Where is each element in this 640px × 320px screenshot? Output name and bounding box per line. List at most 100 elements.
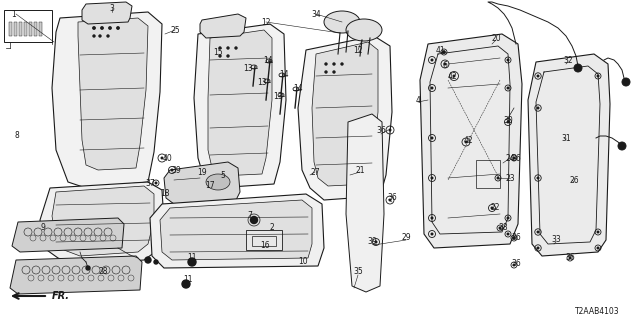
Text: 14: 14: [263, 55, 273, 65]
Text: 2: 2: [269, 223, 275, 233]
Polygon shape: [78, 18, 148, 170]
Circle shape: [219, 55, 221, 57]
Ellipse shape: [346, 19, 382, 41]
Polygon shape: [420, 34, 522, 248]
Circle shape: [86, 266, 90, 270]
Text: 32: 32: [563, 55, 573, 65]
Circle shape: [341, 63, 343, 65]
Circle shape: [156, 182, 157, 184]
Circle shape: [145, 257, 151, 263]
Circle shape: [389, 129, 391, 131]
Circle shape: [597, 75, 599, 77]
Circle shape: [431, 217, 433, 219]
Text: 7: 7: [248, 211, 252, 220]
Text: 36: 36: [387, 194, 397, 203]
Polygon shape: [52, 186, 154, 256]
Text: 36: 36: [376, 125, 386, 134]
Bar: [9, 22, 12, 36]
Circle shape: [219, 47, 221, 49]
Circle shape: [172, 169, 173, 171]
Text: 6: 6: [443, 60, 447, 69]
Circle shape: [508, 87, 509, 89]
Text: 33: 33: [551, 236, 561, 244]
Text: 14: 14: [293, 84, 303, 92]
Circle shape: [117, 27, 119, 29]
Text: 11: 11: [183, 276, 193, 284]
Text: 37: 37: [145, 179, 155, 188]
Text: 4: 4: [415, 95, 420, 105]
Ellipse shape: [574, 64, 582, 72]
Polygon shape: [10, 256, 142, 294]
Bar: [39, 22, 42, 36]
Circle shape: [227, 47, 229, 49]
Circle shape: [453, 75, 455, 77]
Ellipse shape: [618, 142, 626, 150]
Text: 39: 39: [367, 237, 377, 246]
Text: 28: 28: [99, 268, 108, 276]
Circle shape: [508, 59, 509, 61]
Text: 34: 34: [311, 10, 321, 19]
Text: 8: 8: [15, 131, 19, 140]
Circle shape: [513, 264, 515, 266]
Text: 13: 13: [257, 77, 267, 86]
Ellipse shape: [206, 174, 230, 190]
Circle shape: [107, 35, 109, 37]
Circle shape: [99, 35, 101, 37]
Circle shape: [444, 51, 445, 53]
Text: 36: 36: [511, 154, 521, 163]
Circle shape: [508, 121, 509, 123]
Text: 42: 42: [447, 71, 457, 81]
Text: 25: 25: [170, 26, 180, 35]
Circle shape: [325, 63, 327, 65]
Bar: [476, 160, 500, 188]
Circle shape: [431, 177, 433, 179]
Text: 27: 27: [310, 167, 320, 177]
Text: 12: 12: [353, 45, 363, 54]
Circle shape: [101, 27, 103, 29]
Text: 5: 5: [221, 171, 225, 180]
Polygon shape: [164, 162, 240, 204]
Polygon shape: [82, 2, 132, 24]
Text: 36: 36: [565, 253, 575, 262]
Text: 38: 38: [498, 223, 508, 233]
Circle shape: [431, 87, 433, 89]
Polygon shape: [312, 42, 378, 186]
Circle shape: [499, 227, 501, 229]
Circle shape: [333, 71, 335, 73]
Text: 15: 15: [213, 47, 223, 57]
Ellipse shape: [622, 78, 630, 86]
Text: 1: 1: [12, 10, 17, 19]
Text: 18: 18: [160, 188, 170, 197]
Circle shape: [444, 63, 446, 65]
Text: 13: 13: [273, 92, 283, 100]
Polygon shape: [40, 182, 164, 265]
Circle shape: [537, 231, 539, 233]
Polygon shape: [194, 24, 286, 188]
Polygon shape: [346, 114, 384, 292]
Circle shape: [227, 55, 229, 57]
Text: 21: 21: [355, 165, 365, 174]
Circle shape: [537, 75, 539, 77]
Bar: [29, 22, 32, 36]
Circle shape: [235, 47, 237, 49]
Text: 10: 10: [298, 258, 308, 267]
Text: 20: 20: [491, 34, 501, 43]
Circle shape: [109, 27, 111, 29]
Circle shape: [182, 280, 190, 288]
Text: 23: 23: [505, 173, 515, 182]
Circle shape: [537, 177, 539, 179]
Text: 19: 19: [197, 167, 207, 177]
Text: 14: 14: [279, 69, 289, 78]
Text: 36: 36: [511, 234, 521, 243]
Polygon shape: [150, 194, 324, 268]
Circle shape: [537, 247, 539, 249]
Polygon shape: [528, 54, 610, 256]
Bar: [4, 10, 52, 42]
Text: 13: 13: [243, 63, 253, 73]
Circle shape: [569, 257, 571, 259]
Bar: [24, 22, 27, 36]
Circle shape: [161, 157, 163, 159]
Text: 11: 11: [188, 253, 196, 262]
Polygon shape: [298, 36, 392, 200]
Text: 3: 3: [109, 4, 115, 12]
